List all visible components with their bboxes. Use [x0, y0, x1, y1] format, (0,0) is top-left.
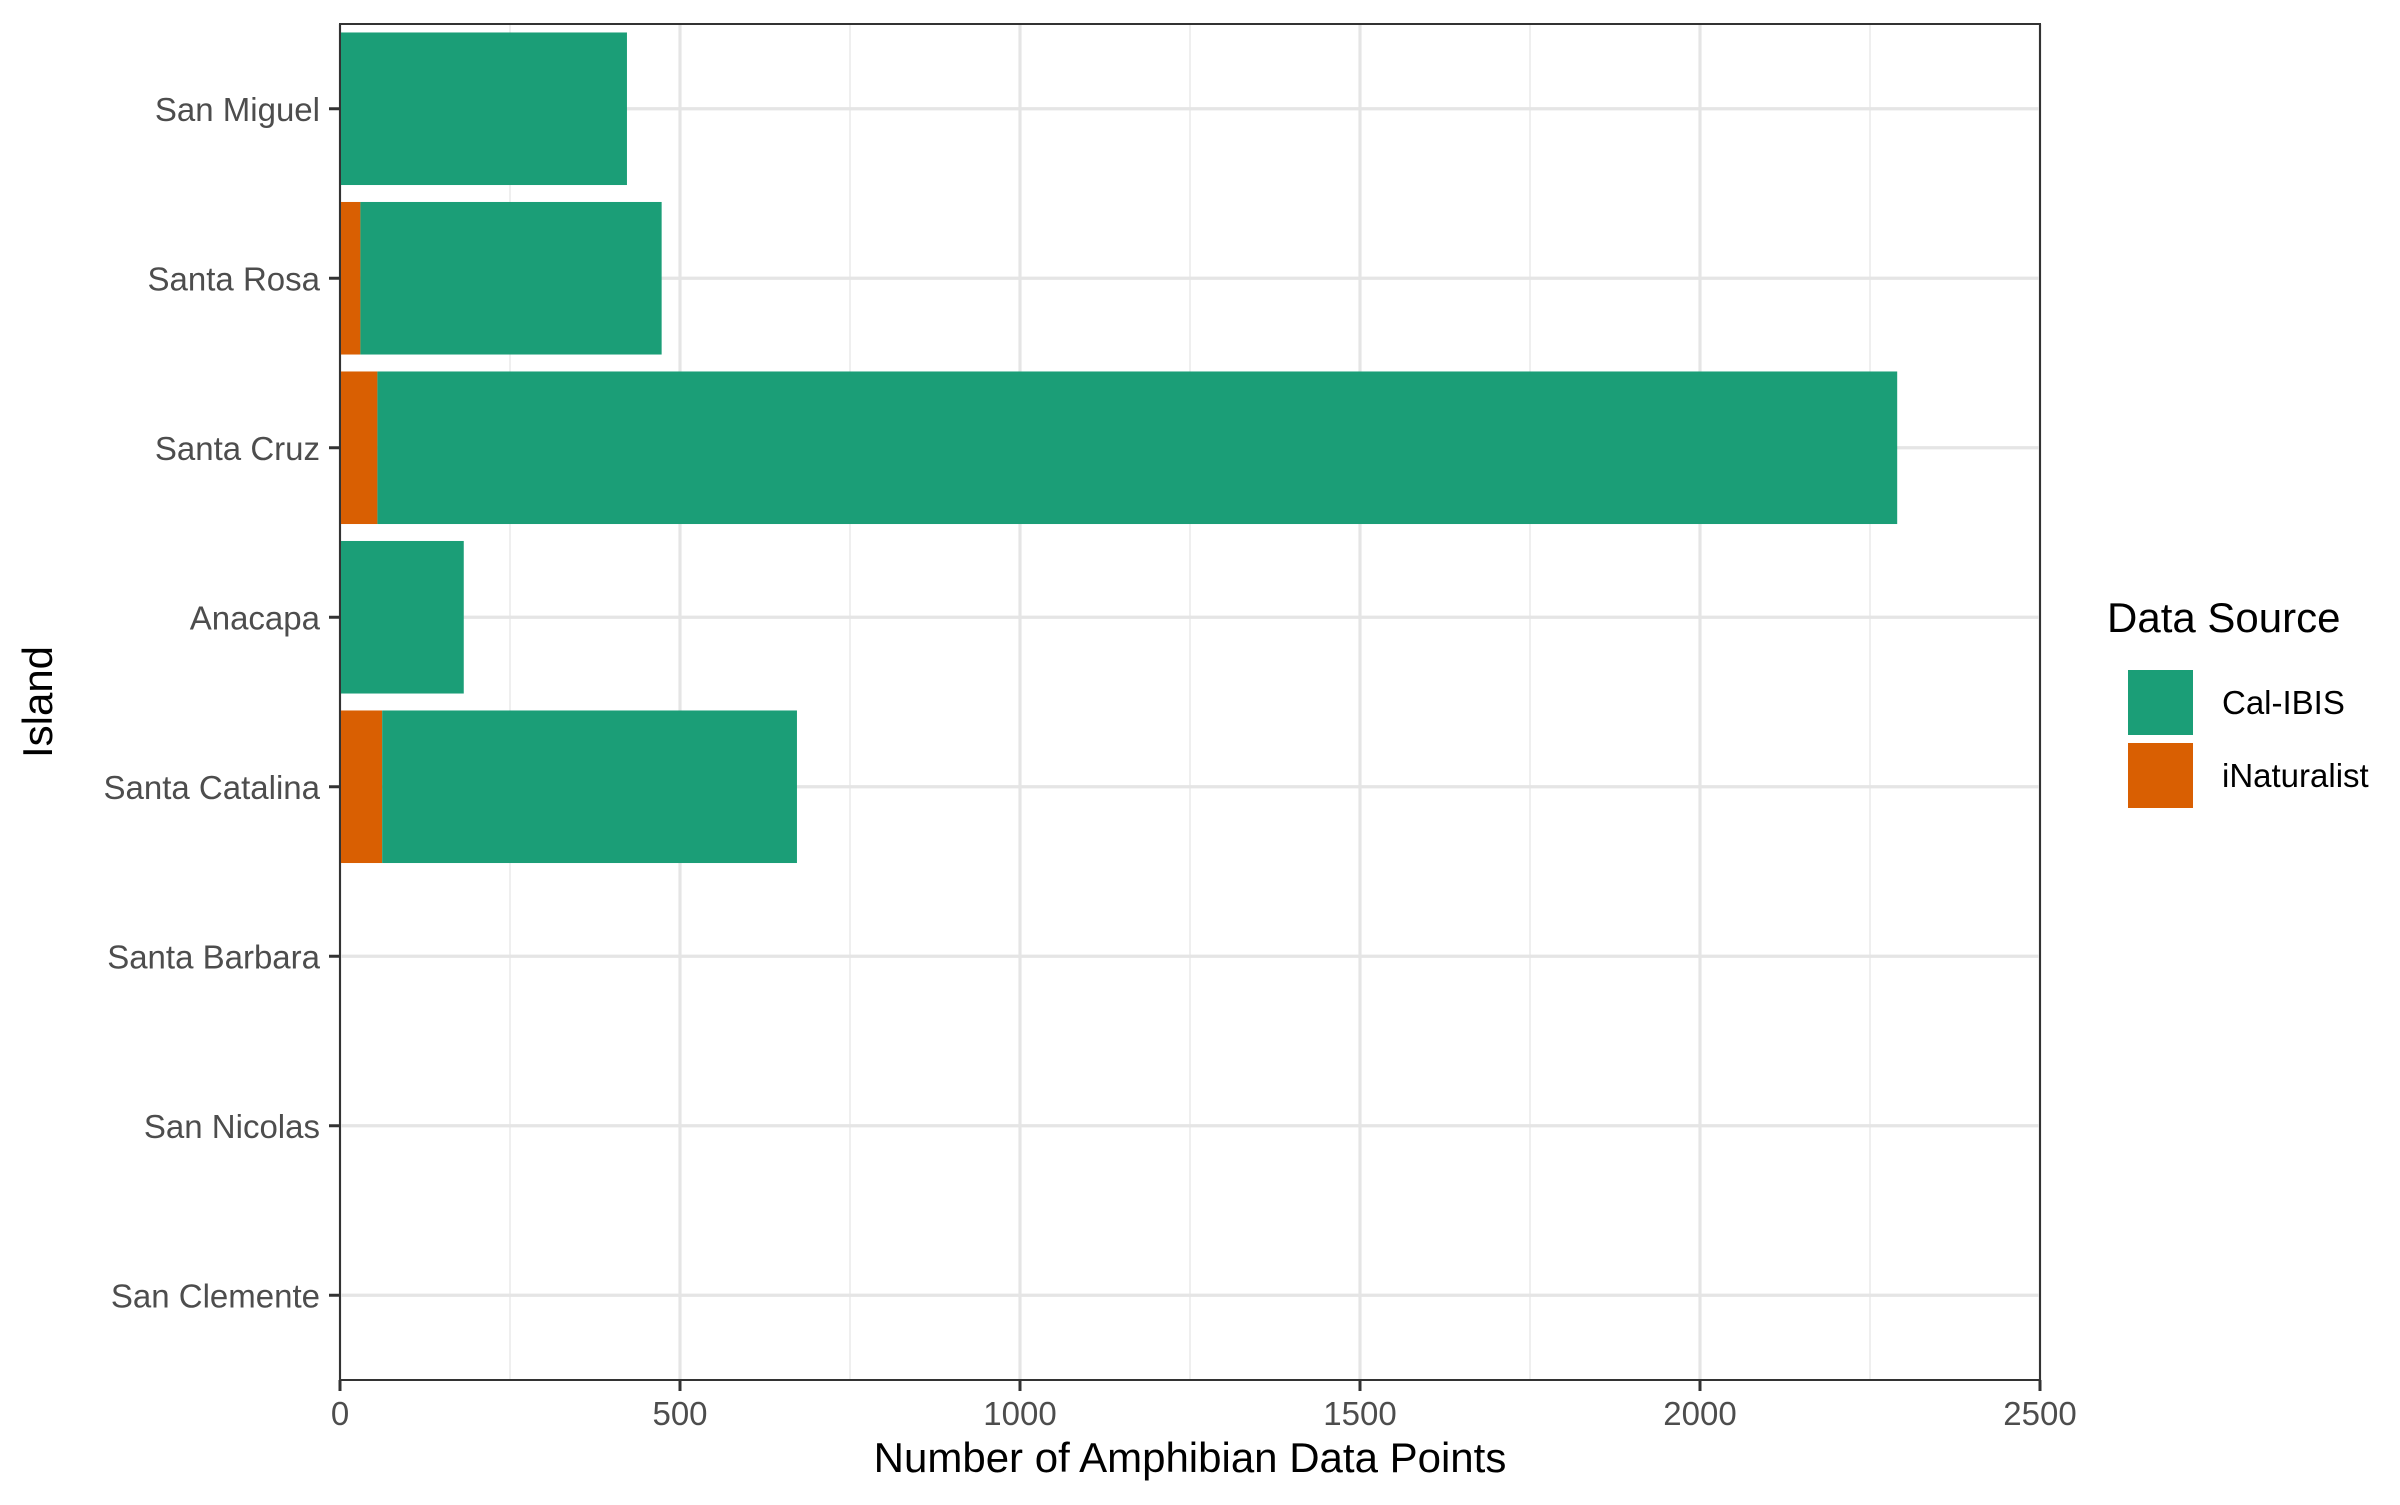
x-tick-label: 2000	[1663, 1395, 1736, 1432]
x-tick-label: 1500	[1323, 1395, 1396, 1432]
legend-swatch	[2128, 670, 2193, 735]
legend-label: iNaturalist	[2222, 757, 2369, 794]
bar-segment	[340, 540, 464, 694]
y-tick-label: Santa Cruz	[155, 430, 320, 467]
x-axis-title: Number of Amphibian Data Points	[874, 1434, 1507, 1481]
y-tick-label: Santa Barbara	[107, 938, 320, 975]
y-tick-label: Anacapa	[190, 599, 321, 636]
legend-swatch	[2128, 743, 2193, 808]
panel-border	[339, 23, 2041, 1381]
bar-segment	[382, 710, 797, 864]
x-axis: 0 500 1000 1500 2000 2500	[331, 1380, 2077, 1432]
y-axis: San Miguel Santa Rosa Santa Cruz Anacapa San…	[104, 91, 340, 1314]
y-tick-label: San Miguel	[155, 91, 320, 128]
y-tick-label: Santa Catalina	[104, 769, 321, 806]
x-tick-label: 500	[652, 1395, 707, 1432]
legend: Data Source Cal-IBIS iNaturalist	[2107, 594, 2369, 810]
y-tick-label: San Clemente	[111, 1277, 320, 1314]
bar-segment	[340, 201, 361, 355]
bar-segment	[360, 201, 662, 355]
bar-segment	[340, 710, 383, 864]
bar-segment	[340, 371, 378, 525]
y-tick-label: Santa Rosa	[148, 260, 321, 297]
x-tick-label: 0	[331, 1395, 349, 1432]
bar-segment	[340, 32, 627, 186]
y-tick-label: San Nicolas	[144, 1108, 320, 1145]
bars	[340, 32, 1898, 864]
legend-label: Cal-IBIS	[2222, 684, 2345, 721]
legend-title: Data Source	[2107, 594, 2340, 641]
x-tick-label: 1000	[983, 1395, 1056, 1432]
y-axis-title: Island	[14, 646, 61, 758]
x-tick-label: 2500	[2003, 1395, 2076, 1432]
bar-segment	[377, 371, 1898, 525]
